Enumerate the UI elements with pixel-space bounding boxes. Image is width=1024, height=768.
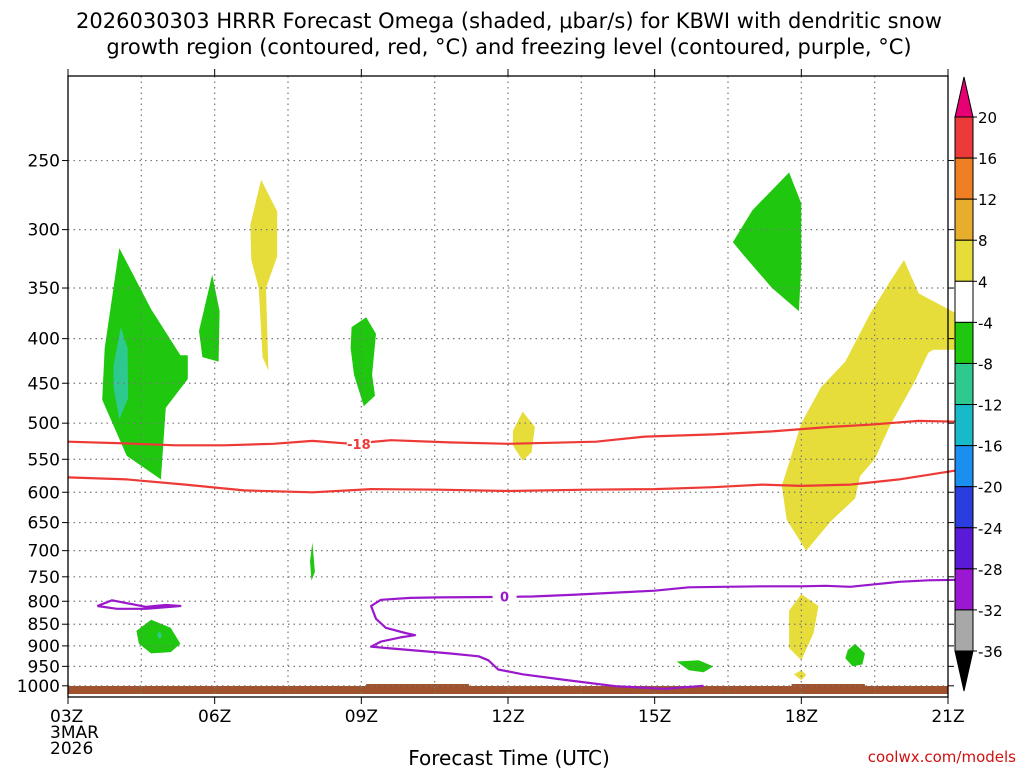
colorbar-label: -24 — [978, 520, 1003, 538]
plot-area: -18 0 — [67, 75, 958, 698]
colorbar-label: -16 — [978, 438, 1003, 456]
y-tick-label: 450 — [28, 374, 60, 394]
colorbar-label: -12 — [978, 397, 1003, 415]
x-tick-label: 03Z — [50, 707, 83, 727]
omega-region-green — [310, 542, 315, 581]
colorbar-bottom-triangle — [954, 650, 974, 692]
y-tick-label: 250 — [28, 152, 60, 172]
colorbar-label: 4 — [978, 273, 988, 291]
colorbar-segment — [954, 362, 974, 406]
x-tick-label: 12Z — [491, 707, 524, 727]
y-tick-label: 550 — [28, 450, 60, 470]
omega-region-green — [102, 248, 188, 480]
contour-lines: -18 0 — [67, 419, 958, 690]
credit-text: coolwx.com/models — [868, 748, 1016, 766]
colorbar-label: 8 — [978, 232, 988, 250]
terrain-bump — [366, 684, 469, 687]
x-tick-label: 06Z — [198, 707, 231, 727]
contour-label: 0 — [500, 590, 509, 605]
colorbar-segment — [954, 527, 974, 570]
colorbar-label: 16 — [978, 150, 997, 168]
colorbar-label: -8 — [978, 355, 993, 373]
dgz-contour — [67, 419, 958, 447]
chart-title-line2: growth region (contoured, red, °C) and f… — [106, 35, 911, 59]
x-tick-year: 2026 — [50, 739, 93, 759]
x-tick-label: 21Z — [931, 707, 964, 727]
y-tick-label: 350 — [28, 279, 60, 299]
colorbar-label: 12 — [978, 191, 997, 209]
contour-label-bg — [346, 435, 371, 451]
colorbar-segment — [954, 486, 974, 529]
colorbar-segment — [954, 239, 974, 282]
omega-region-yellow — [512, 411, 535, 461]
y-tick-label: 700 — [28, 542, 60, 562]
y-tick-label: 800 — [28, 592, 60, 612]
omega-region-yellow — [794, 670, 807, 681]
contour-label-bg — [492, 588, 517, 604]
terrain-strip — [68, 686, 948, 694]
omega-region-green — [732, 172, 802, 312]
colorbar-label: -36 — [978, 643, 1003, 661]
omega-region-teal — [113, 327, 129, 420]
colorbar-top-triangle — [954, 76, 974, 118]
colorbar-segment — [954, 280, 974, 323]
omega-shading — [102, 172, 958, 681]
y-tick-label: 500 — [28, 414, 60, 434]
colorbar-segment — [954, 116, 974, 159]
y-tick-label: 600 — [28, 483, 60, 503]
omega-region-yellow — [781, 260, 958, 551]
colorbar-segment — [954, 404, 974, 447]
colorbar-segment — [954, 445, 974, 488]
y-tick-label: 750 — [28, 568, 60, 588]
y-tick-label: 1000 — [17, 677, 60, 697]
y-axis-ticks: 2503003504004505005506006507007508008509… — [17, 152, 954, 697]
dgz-contour — [67, 469, 958, 494]
omega-region-yellow — [250, 179, 278, 371]
freezing-level-contour — [370, 578, 958, 690]
grid-lines — [68, 76, 948, 697]
freezing-level-contour — [96, 599, 182, 610]
colorbar-segment — [954, 198, 974, 241]
colorbar-label: -4 — [978, 314, 993, 332]
colorbar-label: -28 — [978, 561, 1003, 579]
x-tick-label: 18Z — [785, 707, 818, 727]
y-tick-label: 950 — [28, 657, 60, 677]
omega-region-teal — [157, 631, 162, 640]
omega-region-yellow — [789, 594, 819, 661]
omega-region-green — [350, 317, 376, 407]
colorbar-label: -20 — [978, 479, 1003, 497]
omega-region-green — [845, 643, 865, 667]
y-tick-label: 400 — [28, 330, 60, 350]
y-tick-label: 300 — [28, 221, 60, 241]
colorbar-segment — [954, 157, 974, 200]
colorbar-segment — [954, 568, 974, 611]
colorbar-label: 20 — [978, 109, 997, 127]
x-tick-label: 09Z — [345, 707, 378, 727]
y-tick-label: 650 — [28, 514, 60, 534]
y-tick-label: 850 — [28, 615, 60, 635]
x-tick-label: 15Z — [638, 707, 671, 727]
x-tick-date: 3MAR — [50, 723, 99, 743]
y-tick-label: 900 — [28, 637, 60, 657]
chart-title-line1: 2026030303 HRRR Forecast Omega (shaded, … — [76, 9, 942, 33]
colorbar: 20 16 12 8 4 -4 -8 -12 -16 -20 -24 -28 -32 -36 — [954, 76, 1003, 692]
colorbar-label: -32 — [978, 602, 1003, 620]
x-axis-label: Forecast Time (UTC) — [408, 746, 610, 768]
colorbar-segment — [954, 321, 974, 364]
contour-label: -18 — [347, 438, 371, 453]
colorbar-segment — [954, 609, 974, 652]
